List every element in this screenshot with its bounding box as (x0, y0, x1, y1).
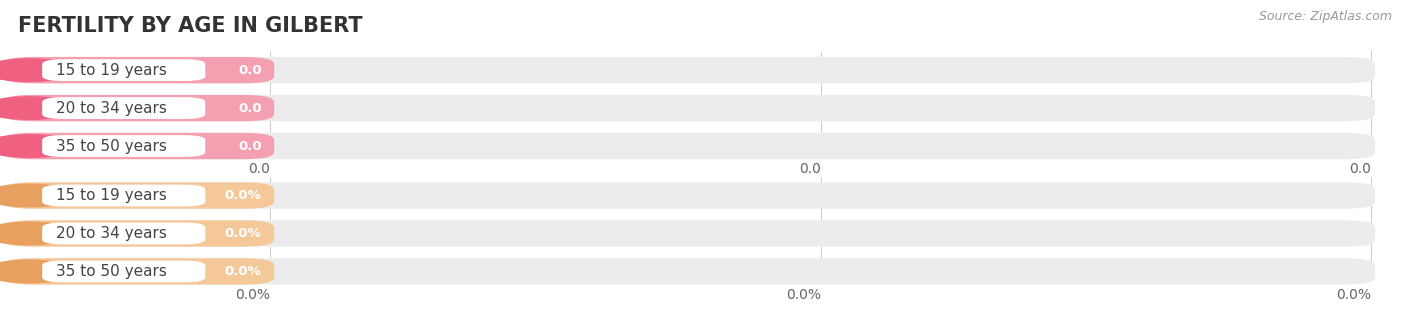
Circle shape (0, 59, 77, 82)
Circle shape (0, 135, 77, 157)
Text: 0.0%: 0.0% (235, 288, 270, 302)
FancyBboxPatch shape (42, 222, 205, 244)
Text: Source: ZipAtlas.com: Source: ZipAtlas.com (1258, 10, 1392, 23)
Text: 20 to 34 years: 20 to 34 years (56, 226, 167, 241)
FancyBboxPatch shape (42, 135, 205, 157)
Text: 0.0: 0.0 (238, 102, 262, 115)
FancyBboxPatch shape (3, 220, 274, 247)
FancyBboxPatch shape (3, 182, 1375, 209)
FancyBboxPatch shape (3, 133, 274, 159)
Text: 35 to 50 years: 35 to 50 years (56, 264, 167, 279)
Text: 0.0: 0.0 (238, 140, 262, 152)
FancyBboxPatch shape (3, 95, 1375, 121)
FancyBboxPatch shape (3, 258, 274, 284)
FancyBboxPatch shape (3, 182, 274, 209)
Text: 0.0: 0.0 (799, 162, 821, 176)
Text: 15 to 19 years: 15 to 19 years (56, 188, 167, 203)
Circle shape (0, 97, 77, 119)
Circle shape (0, 260, 77, 283)
Text: 0.0%: 0.0% (225, 227, 262, 240)
FancyBboxPatch shape (42, 97, 205, 119)
FancyBboxPatch shape (3, 95, 274, 121)
Text: 0.0: 0.0 (247, 162, 270, 176)
Text: 35 to 50 years: 35 to 50 years (56, 139, 167, 153)
Text: 0.0%: 0.0% (786, 288, 821, 302)
FancyBboxPatch shape (3, 133, 1375, 159)
Text: 0.0: 0.0 (238, 64, 262, 77)
Text: 0.0%: 0.0% (225, 189, 262, 202)
Text: 15 to 19 years: 15 to 19 years (56, 63, 167, 78)
FancyBboxPatch shape (3, 258, 1375, 284)
Text: FERTILITY BY AGE IN GILBERT: FERTILITY BY AGE IN GILBERT (18, 16, 363, 37)
Text: 0.0: 0.0 (1348, 162, 1371, 176)
FancyBboxPatch shape (42, 185, 205, 207)
FancyBboxPatch shape (3, 57, 1375, 83)
Circle shape (0, 184, 77, 207)
FancyBboxPatch shape (42, 59, 205, 81)
Text: 0.0%: 0.0% (225, 265, 262, 278)
Circle shape (0, 222, 77, 245)
Text: 0.0%: 0.0% (1336, 288, 1371, 302)
FancyBboxPatch shape (42, 261, 205, 282)
FancyBboxPatch shape (3, 220, 1375, 247)
Text: 20 to 34 years: 20 to 34 years (56, 101, 167, 115)
FancyBboxPatch shape (3, 57, 274, 83)
